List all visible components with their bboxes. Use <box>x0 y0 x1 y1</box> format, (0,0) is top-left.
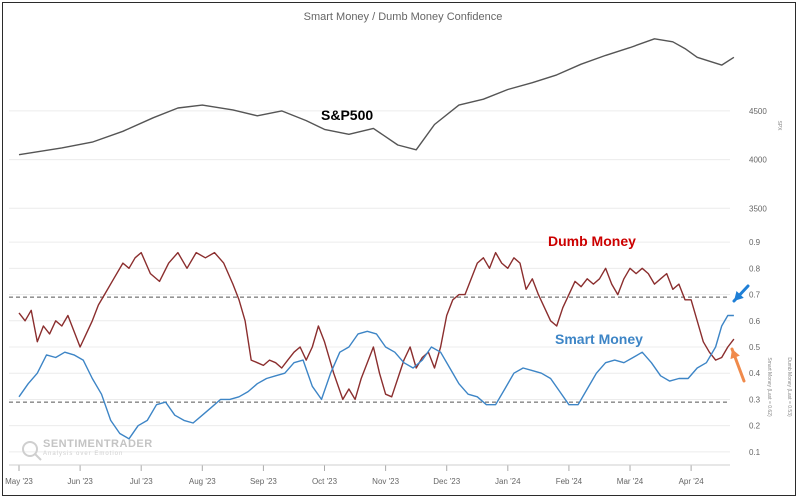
chart-title: Smart Money / Dumb Money Confidence <box>304 11 503 23</box>
watermark-text: SENTIMENTRADER <box>43 438 153 450</box>
watermark: SENTIMENTRADER Analysis over Emotion <box>22 438 153 461</box>
x-tick-10: Mar '24 <box>617 477 644 486</box>
x-tick-4: Sep '23 <box>250 477 277 486</box>
x-tick-3: Aug '23 <box>189 477 216 486</box>
x-tick-6: Nov '23 <box>372 477 399 486</box>
y-tick-price-0: 3500 <box>749 204 767 213</box>
y-tick-confidence-2: 0.3 <box>749 395 761 404</box>
grid <box>9 110 730 453</box>
x-tick-2: Jul '23 <box>130 477 153 486</box>
x-tick-0: May '23 <box>5 477 33 486</box>
y-tick-confidence-0: 0.1 <box>749 448 761 457</box>
dumb-money-arrow-icon <box>730 347 746 383</box>
x-tick-5: Oct '23 <box>312 477 338 486</box>
series-dumb-money-line <box>18 251 735 401</box>
y-tick-confidence-6: 0.7 <box>749 291 761 300</box>
y-tick-confidence-5: 0.6 <box>749 317 761 326</box>
annotations: S&P500 Dumb Money Smart Money <box>321 107 643 347</box>
x-tick-7: Dec '23 <box>433 477 460 486</box>
y-axis-label-confidence-1: Dumb Money (Last = 0.53) <box>786 357 792 417</box>
x-tick-9: Feb '24 <box>556 477 583 486</box>
x-tick-8: Jan '24 <box>495 477 521 486</box>
reference-lines <box>9 296 730 403</box>
tick-labels: 3500 4000 4500 SPX 0.1 0.2 0.3 0.4 0.5 0.6 0.7 0.8 0… <box>5 107 792 486</box>
x-tick-1: Jun '23 <box>67 477 93 486</box>
smart-money-arrow-icon <box>732 284 750 303</box>
y-tick-confidence-1: 0.2 <box>749 422 761 431</box>
annotation-s-p500: S&P500 <box>321 107 373 123</box>
chart-svg: Smart Money / Dumb Money Confidence 3500… <box>5 11 792 486</box>
watermark-magnifier-handle <box>34 453 42 461</box>
y-tick-confidence-8: 0.9 <box>749 238 761 247</box>
watermark-magnifier-icon <box>22 441 38 457</box>
arrows <box>730 284 750 383</box>
y-axis-label-price: SPX <box>776 120 782 131</box>
y-tick-confidence-3: 0.4 <box>749 369 761 378</box>
y-tick-confidence-4: 0.5 <box>749 343 761 352</box>
annotation-dumb-money: Dumb Money <box>548 233 636 249</box>
series-smart-money-line <box>18 314 734 440</box>
y-tick-confidence-7: 0.8 <box>749 264 761 273</box>
y-axis-label-confidence-0: Smart Money (Last = 0.62) <box>766 357 772 417</box>
watermark-subtext: Analysis over Emotion <box>43 451 123 457</box>
x-tick-11: Apr '24 <box>679 477 705 486</box>
y-tick-price-1: 4000 <box>749 156 767 165</box>
series-layer <box>18 38 735 440</box>
y-tick-price-2: 4500 <box>749 107 767 116</box>
annotation-smart-money: Smart Money <box>555 331 643 347</box>
series-s-p500-line <box>18 38 735 156</box>
